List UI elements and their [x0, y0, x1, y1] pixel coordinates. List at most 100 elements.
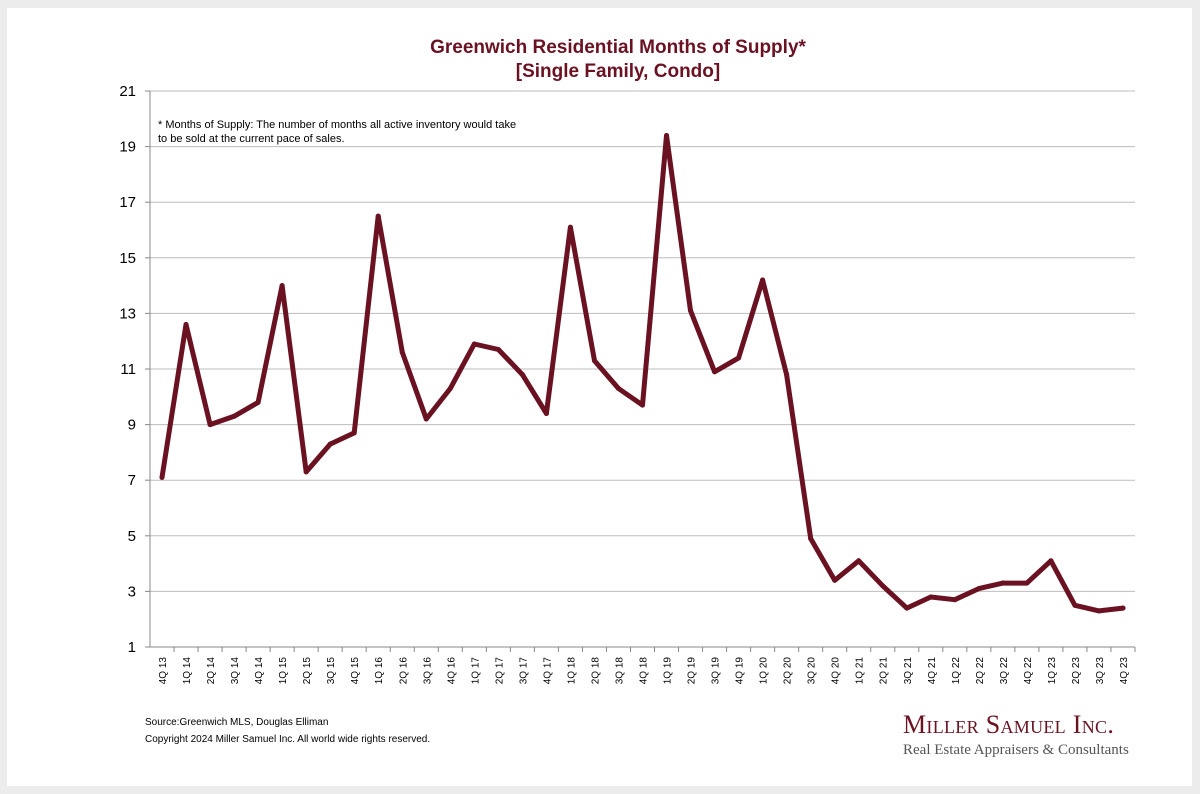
x-tick-label: 1Q 14 — [182, 657, 193, 685]
y-tick-label: 19 — [119, 139, 136, 156]
logo-name: Miller Samuel Inc. — [903, 710, 1115, 739]
data-point — [664, 132, 670, 138]
data-point — [183, 322, 189, 328]
data-point — [495, 347, 501, 353]
x-tick-label: 3Q 15 — [326, 657, 337, 685]
x-tick-label: 3Q 16 — [422, 657, 433, 685]
x-tick-label: 4Q 19 — [735, 657, 746, 685]
chart-subtitle: [Single Family, Condo] — [515, 61, 721, 82]
x-tick-label: 4Q 16 — [446, 657, 457, 685]
x-tick-label: 2Q 16 — [398, 657, 409, 685]
x-tick-label: 4Q 17 — [542, 657, 553, 685]
x-tick-label: 3Q 21 — [903, 657, 914, 685]
source-text: Source:Greenwich MLS, Douglas Elliman — [145, 717, 329, 728]
x-axis-ticks: 4Q 13 1Q 14 2Q 14 3Q 14 4Q 14 1Q 15 2Q 15 3Q 15… — [158, 647, 1136, 685]
data-point — [471, 341, 477, 347]
data-point — [640, 402, 645, 408]
x-tick-label: 1Q 21 — [855, 657, 866, 685]
data-point — [303, 469, 309, 475]
data-point — [543, 410, 549, 416]
data-point — [375, 213, 381, 219]
data-point — [856, 558, 862, 564]
data-point — [567, 224, 573, 230]
data-point — [880, 583, 886, 589]
data-point — [279, 283, 285, 289]
y-tick-label: 15 — [119, 250, 136, 267]
data-point — [351, 430, 357, 436]
x-tick-label: 2Q 18 — [590, 657, 601, 685]
data-point — [1120, 605, 1126, 611]
x-tick-label: 1Q 16 — [374, 657, 385, 685]
x-tick-label: 2Q 22 — [975, 657, 986, 685]
data-point — [712, 369, 718, 375]
logo-tagline: Real Estate Appraisers & Consultants — [903, 742, 1129, 758]
x-tick-label: 4Q 22 — [1023, 657, 1034, 685]
y-tick-label: 7 — [128, 472, 136, 489]
data-point — [976, 586, 982, 592]
y-tick-label: 17 — [119, 194, 136, 211]
x-tick-label: 3Q 14 — [230, 657, 241, 685]
data-point — [231, 413, 237, 419]
copyright-text: Copyright 2024 Miller Samuel Inc. All wo… — [145, 734, 431, 745]
data-point — [399, 349, 405, 355]
data-point — [1096, 608, 1102, 614]
x-tick-label: 4Q 23 — [1119, 657, 1130, 685]
data-point — [760, 277, 766, 283]
x-tick-label: 3Q 19 — [711, 657, 722, 685]
data-point — [928, 594, 934, 600]
x-tick-label: 4Q 20 — [831, 657, 842, 685]
chart-title: Greenwich Residential Months of Supply* — [430, 37, 806, 58]
data-point — [688, 308, 694, 314]
data-point — [447, 385, 453, 391]
data-point — [952, 597, 958, 603]
data-point — [207, 422, 213, 428]
y-tick-label: 3 — [128, 583, 136, 600]
x-tick-label: 2Q 15 — [302, 657, 313, 685]
x-tick-label: 2Q 23 — [1071, 657, 1082, 685]
x-tick-label: 2Q 17 — [494, 657, 505, 685]
data-point — [1072, 602, 1078, 608]
y-tick-label: 13 — [119, 305, 136, 322]
y-tick-label: 11 — [120, 361, 136, 378]
x-tick-label: 1Q 15 — [278, 657, 289, 685]
x-tick-label: 1Q 22 — [951, 657, 962, 685]
x-tick-label: 2Q 14 — [206, 657, 217, 685]
x-tick-label: 3Q 20 — [807, 657, 818, 685]
x-tick-label: 2Q 19 — [687, 657, 698, 685]
data-point — [784, 372, 790, 378]
data-point — [1048, 558, 1054, 564]
y-tick-label: 21 — [119, 83, 136, 100]
x-tick-label: 4Q 14 — [254, 657, 265, 685]
footer-source-block: Source:Greenwich MLS, Douglas Elliman Co… — [145, 714, 430, 748]
x-tick-label: 3Q 18 — [614, 657, 625, 685]
y-tick-label: 9 — [128, 417, 136, 434]
data-point — [159, 474, 165, 480]
x-tick-label: 1Q 17 — [470, 657, 481, 685]
chart-annotation: * Months of Supply: The number of months… — [158, 119, 517, 145]
x-tick-label: 4Q 18 — [639, 657, 650, 685]
series-line-months-of-supply — [159, 133, 1126, 614]
y-tick-label: 5 — [128, 528, 136, 545]
data-point — [1000, 580, 1006, 586]
y-tick-label: 1 — [128, 639, 136, 656]
data-point — [1024, 580, 1030, 586]
data-point — [591, 358, 597, 364]
x-tick-label: 3Q 17 — [518, 657, 529, 685]
x-tick-label: 4Q 15 — [350, 657, 361, 685]
data-point — [736, 355, 742, 361]
data-point — [327, 441, 333, 447]
chart-title-block: Greenwich Residential Months of Supply* … — [0, 36, 1200, 84]
x-tick-label: 3Q 22 — [999, 657, 1010, 685]
x-tick-label: 1Q 23 — [1047, 657, 1058, 685]
x-tick-label: 1Q 20 — [759, 657, 770, 685]
data-point — [832, 577, 838, 583]
x-tick-label: 2Q 20 — [783, 657, 794, 685]
data-point — [904, 605, 910, 611]
x-tick-label: 2Q 21 — [879, 657, 890, 685]
data-point — [808, 536, 814, 542]
x-tick-label: 3Q 23 — [1095, 657, 1106, 685]
data-points — [159, 132, 1126, 614]
data-point — [423, 416, 429, 422]
